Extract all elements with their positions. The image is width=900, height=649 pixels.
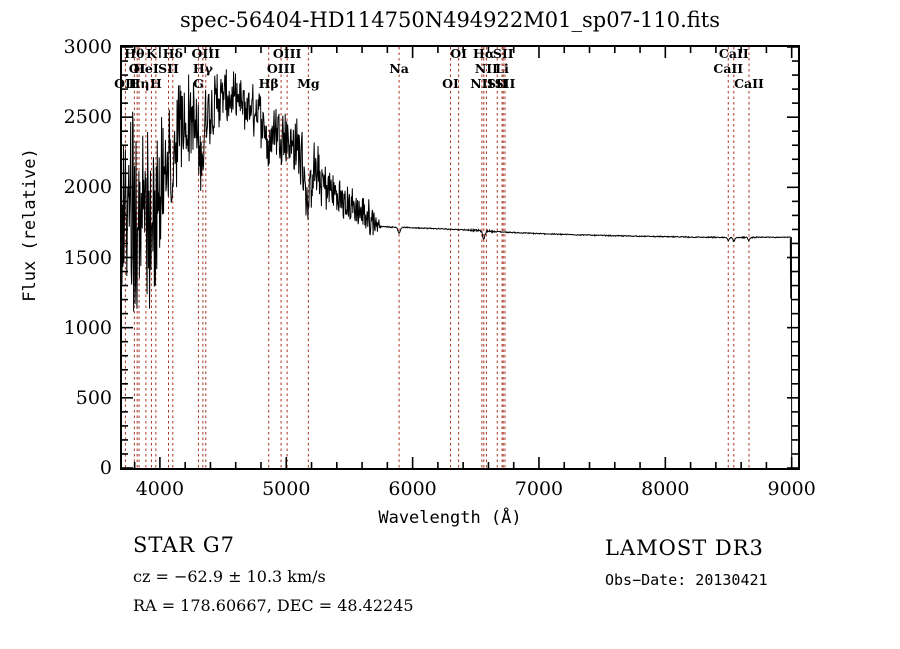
line-label-caii: CaII: [718, 46, 749, 61]
line-label-g: G: [193, 76, 204, 91]
flux-curve: [122, 69, 793, 468]
line-label-caii: CaII: [734, 76, 764, 91]
line-label-li: Li: [495, 61, 509, 76]
object-class: STAR G7: [133, 533, 236, 557]
y-tick-label: 1500: [63, 246, 112, 269]
y-axis-tick-labels: 0 500 1000 1500 2000 2500 3000: [0, 0, 112, 649]
line-label-mg: Mg: [297, 76, 320, 91]
plot-area: [120, 45, 800, 470]
x-axis-tick-labels: 4000 5000 6000 7000 8000 9000: [0, 478, 900, 508]
line-label-sii: SII: [486, 76, 508, 91]
line-label-nii: NII: [470, 76, 494, 91]
y-tick-label: 3000: [63, 36, 112, 58]
line-label-sii: SII: [158, 61, 179, 76]
footer-right: LAMOST DR3 Obs−Date: 20130421: [605, 536, 885, 589]
x-axis-title: Wavelength (Å): [378, 508, 522, 528]
y-tick-label: 1000: [63, 316, 112, 339]
line-label-oi: OI: [450, 46, 467, 61]
line-label-sii: SII: [494, 76, 516, 91]
y-tick-label: 500: [75, 386, 112, 409]
line-label-oiii: OIII: [272, 46, 302, 61]
radial-velocity: cz = −62.9 ± 10.3 km/s: [133, 567, 326, 586]
coordinates: RA = 178.60667, DEC = 48.42245: [133, 596, 414, 615]
line-label-caii: CaII: [713, 61, 744, 76]
obs-date: Obs−Date: 20130421: [605, 571, 768, 589]
line-label-hei: HeI: [133, 61, 159, 76]
line-label-oi: OI: [442, 76, 459, 91]
line-label-oiii: OIII: [191, 46, 220, 61]
spectral-line-label-layer: OII Hθ OI Hη HeI K H SII Hδ G Hγ OIII Hβ OIII OIII Mg Na…: [114, 45, 800, 105]
figure-title: spec-56404-HD114750N494922M01_sp07-110.f…: [179, 8, 720, 32]
footer-left: STAR G7 cz = −62.9 ± 10.3 km/s RA = 178.…: [133, 533, 553, 615]
survey-name: LAMOST DR3: [605, 536, 764, 560]
x-tick-label: 6000: [388, 478, 437, 500]
line-label-sii: SII: [492, 46, 514, 61]
line-label-hα: Hα: [473, 46, 495, 61]
line-label-hβ: Hβ: [258, 76, 279, 91]
y-tick-label: 2000: [63, 176, 112, 199]
x-tick-label: 9000: [767, 478, 816, 500]
line-label-oiii: OIII: [266, 61, 296, 76]
line-label-hδ: Hδ: [162, 46, 183, 61]
line-label-k: K: [146, 46, 157, 61]
line-label-hη: Hη: [128, 76, 150, 91]
y-tick-label: 0: [99, 457, 112, 479]
line-label-h: H: [149, 76, 162, 91]
line-label-oii: OII: [114, 76, 137, 91]
line-label-oi: OI: [128, 61, 146, 76]
line-label-na: Na: [389, 61, 409, 76]
x-tick-label: 7000: [514, 478, 564, 500]
line-label-hγ: Hγ: [192, 61, 213, 76]
y-tick-label: 2500: [63, 106, 112, 129]
line-label-hθ: Hθ: [124, 46, 145, 61]
spectrum-trace: [122, 69, 793, 468]
x-tick-label: 8000: [641, 478, 690, 500]
x-tick-label: 5000: [262, 478, 311, 500]
x-tick-label: 4000: [135, 478, 185, 500]
line-label-nii: NII: [474, 61, 498, 76]
